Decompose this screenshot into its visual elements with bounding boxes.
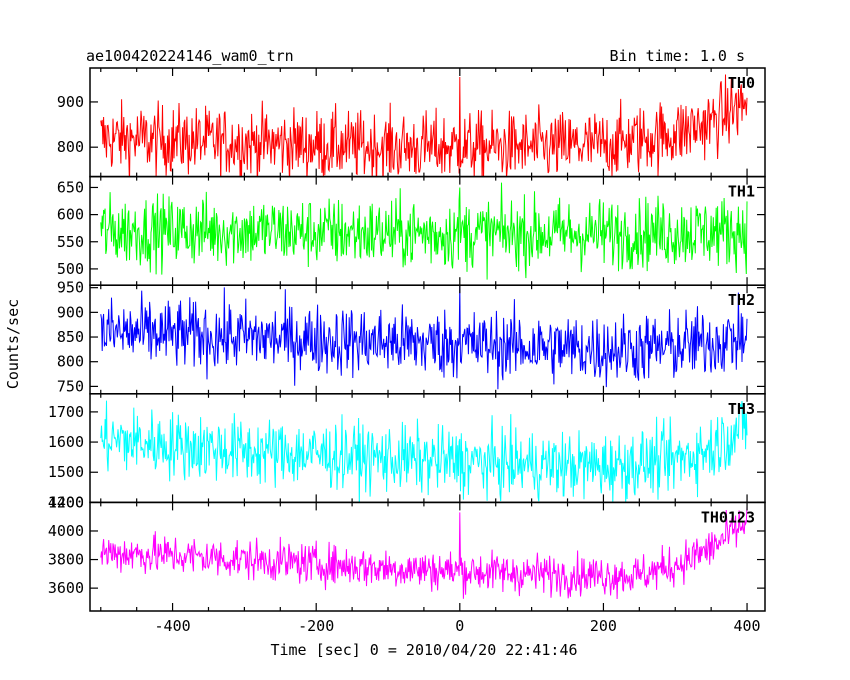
y-tick-label: 950	[57, 279, 84, 297]
x-tick-label: 0	[455, 617, 464, 635]
panel-label-th0: TH0	[728, 74, 755, 92]
series-th0123-line	[100, 506, 748, 600]
y-tick-label: 550	[57, 233, 84, 251]
y-tick-label: 1500	[48, 463, 84, 481]
panel-label-th2: TH2	[728, 291, 755, 309]
panel-frame	[89, 284, 766, 395]
y-tick-label: 800	[57, 138, 84, 156]
y-tick-label: 4200	[48, 493, 84, 511]
y-tick-label: 750	[57, 377, 84, 395]
panels: 800 900 TH0 500 550 600 650 TH1 750 800 850 900 950 T…	[48, 67, 766, 635]
y-axis-label: Counts/sec	[4, 299, 22, 389]
panel-label-th0123: TH0123	[701, 508, 755, 526]
y-tick-label: 4000	[48, 522, 84, 540]
chart-title-left: ae100420224146_wam0_trn	[86, 47, 294, 65]
chart-title-right: Bin time: 1.0 s	[610, 47, 745, 65]
x-tick-label: 200	[590, 617, 617, 635]
y-tick-label: 850	[57, 328, 84, 346]
y-tick-label: 1600	[48, 433, 84, 451]
y-tick-label: 3800	[48, 551, 84, 569]
panel-label-th3: TH3	[728, 400, 755, 418]
x-axis-label: Time [sec] 0 = 2010/04/20 22:41:46	[270, 641, 577, 659]
x-tick-label: 400	[734, 617, 761, 635]
series-th3-line	[100, 400, 748, 503]
series-th2-line	[100, 285, 748, 390]
series-th0-line	[100, 74, 748, 177]
y-tick-label: 900	[57, 303, 84, 321]
panel-label-th1: TH1	[728, 183, 755, 201]
panel-frame	[89, 501, 766, 612]
y-tick-label: 1700	[48, 403, 84, 421]
y-tick-label: 600	[57, 206, 84, 224]
y-tick-label: 650	[57, 178, 84, 196]
y-tick-label: 500	[57, 260, 84, 278]
x-tick-label: -400	[155, 617, 191, 635]
y-tick-label: 900	[57, 93, 84, 111]
y-tick-label: 1400	[48, 493, 84, 511]
series-th1-line	[100, 182, 748, 280]
x-tick-label: -200	[298, 617, 334, 635]
panel-frame	[89, 67, 766, 178]
y-tick-label: 800	[57, 353, 84, 371]
y-tick-label: 3600	[48, 579, 84, 597]
